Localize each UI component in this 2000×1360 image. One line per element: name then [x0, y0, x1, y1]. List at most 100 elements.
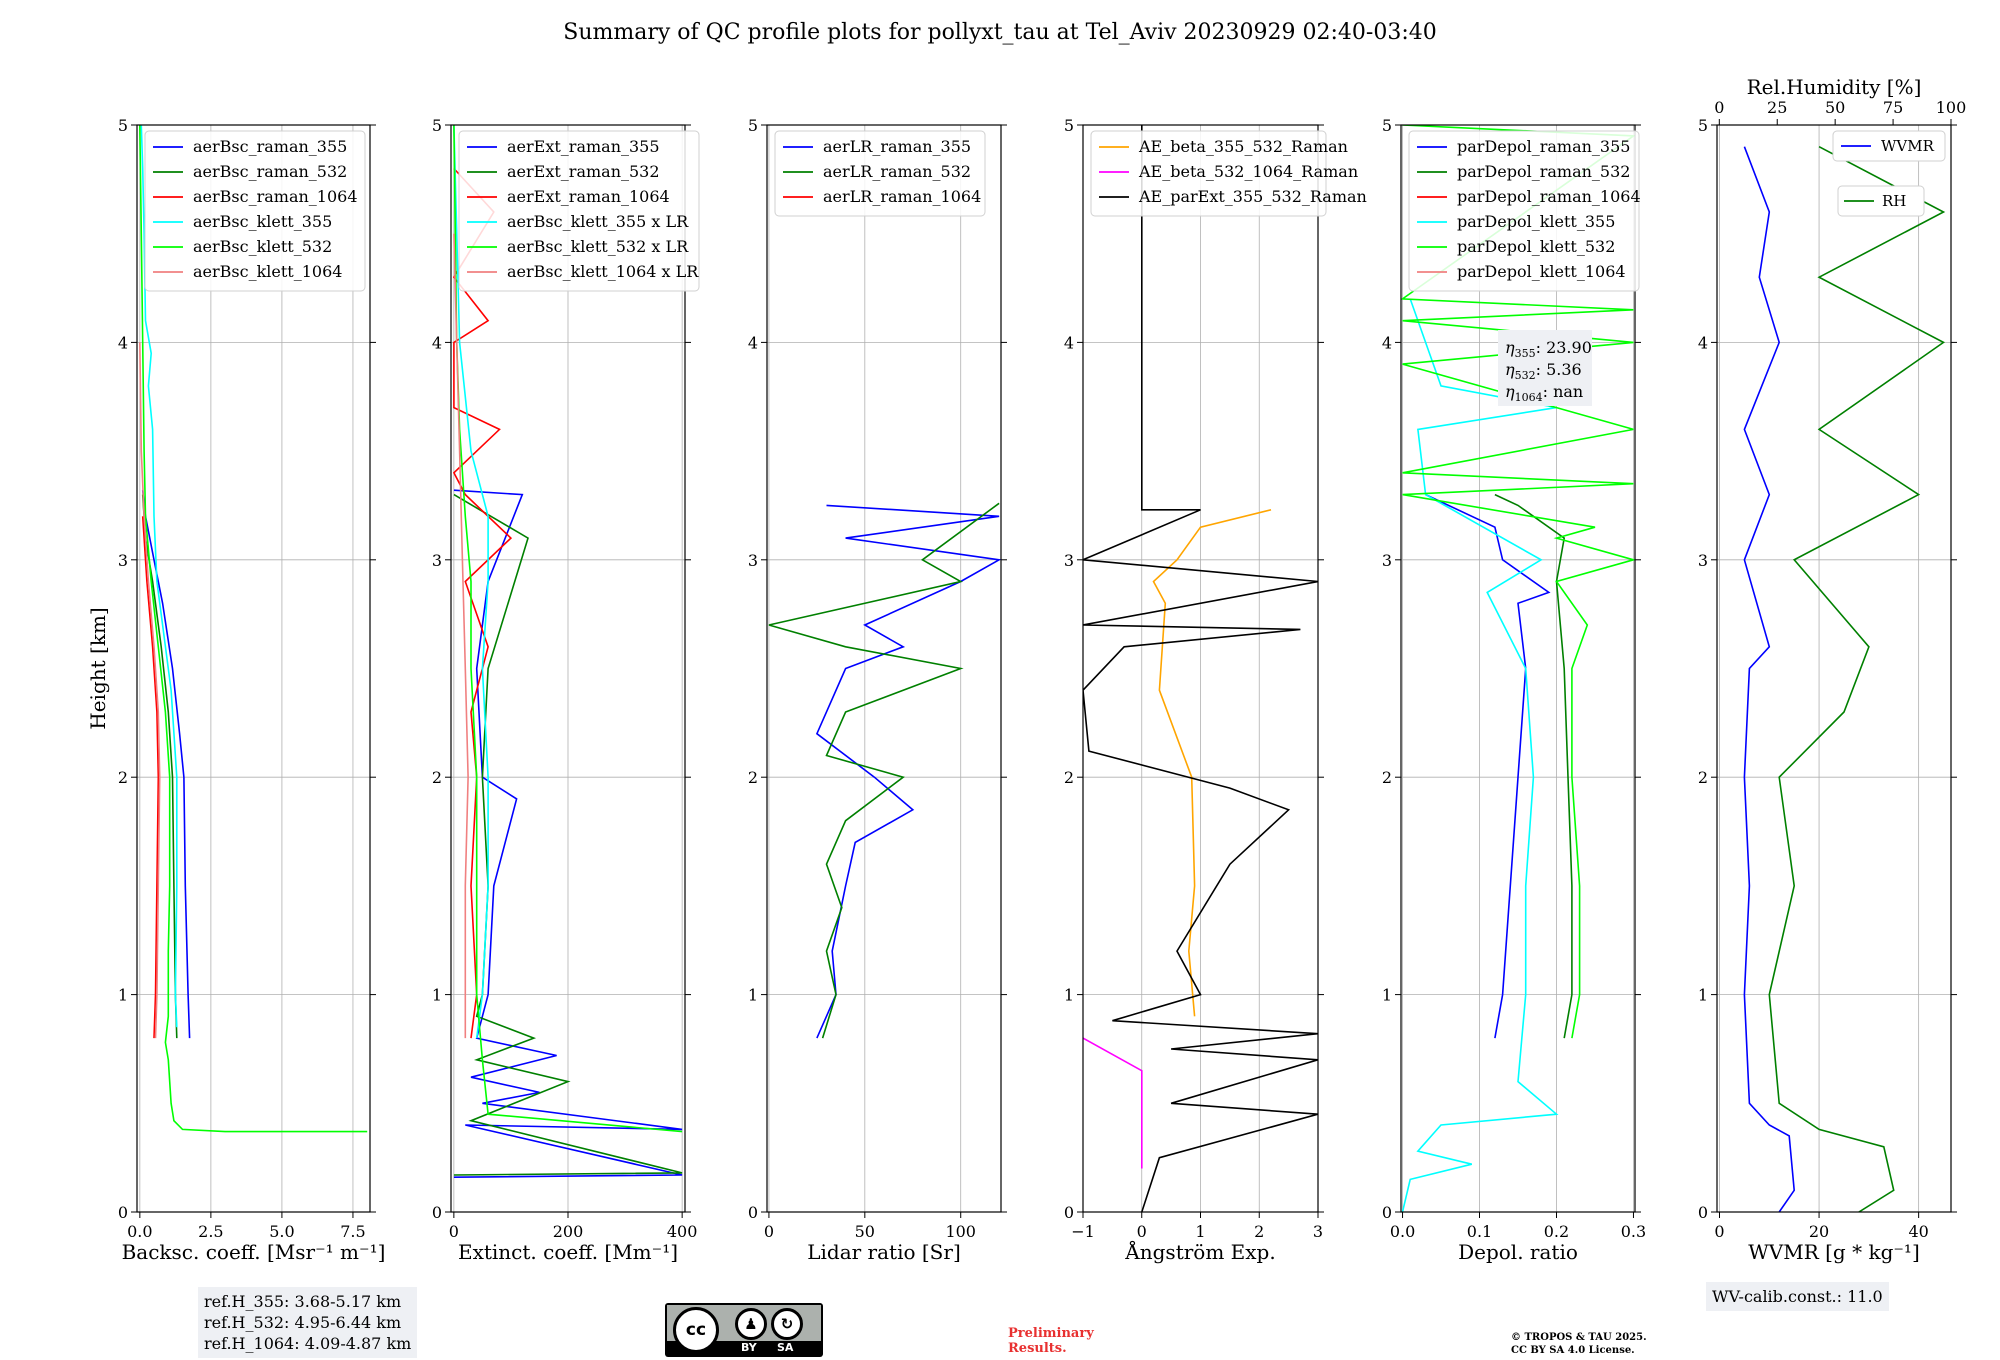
y-tick-label: 0	[1064, 1203, 1074, 1222]
x-tick-label: −1	[1071, 1222, 1095, 1241]
legend-entry: aerLR_raman_355	[823, 137, 971, 156]
y-tick-label: 3	[1698, 551, 1708, 570]
legend-entry: aerBsc_klett_532	[193, 237, 332, 256]
legend-entry: parDepol_raman_355	[1457, 137, 1630, 156]
panel-6: 0 20 40 0 1 2 3 4 5 WVMR [g * kg⁻¹] 0 25 50 75 100 Rel.…	[1698, 75, 1966, 1264]
series-line-parDepol_klett_355	[1401, 298, 1559, 1212]
series-line-RH	[1768, 145, 1946, 1212]
legend-box	[1408, 130, 1640, 292]
series-group	[1401, 125, 1635, 1212]
y-tick-label: 2	[118, 768, 128, 787]
ref-heights-box: ref.H_355: 3.68-5.17 km ref.H_532: 4.95-…	[198, 1287, 418, 1358]
y-tick-label: 3	[748, 551, 758, 570]
y-tick-label: 1	[1064, 986, 1074, 1005]
y-tick-label: 5	[1064, 116, 1074, 135]
x-tick-label: 1	[1195, 1222, 1205, 1241]
series-line-aerBsc_klett_1064	[139, 342, 161, 1039]
y-tick-label: 5	[748, 116, 758, 135]
panel-3: 0 50 100 0 1 2 3 4 5 Lidar ratio [Sr] aerLR_raman_…	[748, 116, 1007, 1264]
legend-entry: aerLR_raman_1064	[823, 187, 981, 206]
x-tick-label: 2	[1254, 1222, 1264, 1241]
y-tick-label: 4	[118, 333, 128, 352]
x-tick-label: 40	[1908, 1222, 1928, 1241]
copyright-line-2: CC BY SA 4.0 License.	[1511, 1345, 1635, 1356]
ref-height-1064: ref.H_1064: 4.09-4.87 km	[204, 1334, 412, 1353]
y-tick-label: 5	[1382, 116, 1392, 135]
x-tick-label: 5.0	[269, 1222, 294, 1241]
series-line-aerBsc_raman_532	[141, 494, 178, 1039]
sa-share-alike-icon: ↻	[771, 1308, 803, 1340]
y-axis-label: Height [km]	[86, 607, 110, 729]
series-group	[1743, 145, 1946, 1212]
secondary-x-axis-label: Rel.Humidity [%]	[1747, 75, 1922, 99]
plot-frame	[1400, 124, 1636, 1213]
x-axis-label: Depol. ratio	[1458, 1240, 1578, 1264]
legend-entry: aerBsc_klett_1064 x LR	[507, 262, 699, 281]
y-tick-label: 2	[1064, 768, 1074, 787]
panel-5: 0.0 0.1 0.2 0.3 0 1 2 3 4 5 Depol. ratio parDepol_r…	[1382, 116, 1646, 1264]
ref-height-532: ref.H_532: 4.95-6.44 km	[204, 1313, 402, 1332]
y-tick-label: 1	[1698, 986, 1708, 1005]
series-line-aerLR_raman_355	[815, 504, 1001, 1039]
y-tick-label: 5	[1698, 116, 1708, 135]
series-line-WVMR	[1743, 146, 1796, 1212]
depol-ratio-1064: η1064: nan	[1505, 382, 1583, 404]
y-tick-label: 0	[432, 1203, 442, 1222]
legend-box	[1090, 130, 1327, 217]
legend-entry: AE_beta_532_1064_Raman	[1138, 162, 1358, 181]
y-tick-label: 0	[118, 1203, 128, 1222]
legend-entry: aerBsc_raman_532	[193, 162, 347, 181]
series-line-AE_beta_532_1064_Raman	[1083, 1037, 1143, 1169]
top-tick-label: 75	[1883, 98, 1903, 117]
series-line-aerExt_raman_1064	[452, 167, 513, 1039]
series-group	[768, 502, 1001, 1039]
y-tick-label: 3	[432, 551, 442, 570]
y-tick-label: 2	[1382, 768, 1392, 787]
y-tick-label: 4	[1698, 333, 1708, 352]
y-tick-label: 2	[748, 768, 758, 787]
x-tick-label: 400	[667, 1222, 698, 1241]
preliminary-line-2: Results.	[1008, 1341, 1067, 1356]
legend-entry: aerBsc_klett_355	[193, 212, 332, 231]
y-tick-label: 1	[118, 986, 128, 1005]
legend-box	[458, 130, 700, 292]
y-tick-label: 3	[1064, 551, 1074, 570]
y-tick-label: 4	[748, 333, 758, 352]
series-group	[452, 125, 683, 1178]
legend-entry: parDepol_klett_355	[1457, 212, 1615, 231]
top-tick-label: 50	[1825, 98, 1845, 117]
top-tick-label: 25	[1767, 98, 1787, 117]
legend-entry: aerLR_raman_532	[823, 162, 971, 181]
x-tick-label: 20	[1809, 1222, 1829, 1241]
plot-frame	[136, 124, 371, 1213]
legend-entry: parDepol_raman_1064	[1457, 187, 1641, 206]
wv-calib-box: WV-calib.const.: 11.0	[1706, 1282, 1889, 1311]
legend-box	[144, 130, 366, 292]
legend-entry: aerBsc_raman_355	[193, 137, 347, 156]
depol-ratio-532: η532: 5.36	[1505, 360, 1582, 382]
x-tick-label: 0.0	[1390, 1222, 1415, 1241]
legend-entry: RH	[1882, 192, 1906, 210]
x-tick-label: 0	[764, 1222, 774, 1241]
y-tick-label: 4	[1382, 333, 1392, 352]
plot-frame	[766, 124, 1002, 1213]
x-tick-label: 50	[855, 1222, 875, 1241]
depol-ratio-box	[1498, 330, 1592, 406]
x-tick-label: 0	[1714, 1222, 1724, 1241]
plot-frame	[1716, 124, 1952, 1213]
series-line-aerBsc_raman_355	[141, 490, 191, 1039]
x-axis-label: Backsc. coeff. [Msr⁻¹ m⁻¹]	[122, 1240, 386, 1264]
x-tick-label: 0	[1137, 1222, 1147, 1241]
wv-calib-text: WV-calib.const.: 11.0	[1712, 1287, 1883, 1306]
x-tick-label: 200	[553, 1222, 584, 1241]
cc-by-label: BY	[741, 1341, 757, 1354]
y-tick-label: 5	[432, 116, 442, 135]
x-axis-label: Lidar ratio [Sr]	[807, 1240, 961, 1264]
cc-license-badge: cc ♟ ↻ BY SA	[665, 1303, 823, 1357]
y-tick-label: 1	[1382, 986, 1392, 1005]
legend-entry: parDepol_klett_1064	[1457, 262, 1626, 281]
legend-entry: AE_beta_355_532_Raman	[1138, 137, 1348, 156]
x-tick-label: 0	[449, 1222, 459, 1241]
preliminary-line-1: Preliminary	[1008, 1326, 1094, 1341]
